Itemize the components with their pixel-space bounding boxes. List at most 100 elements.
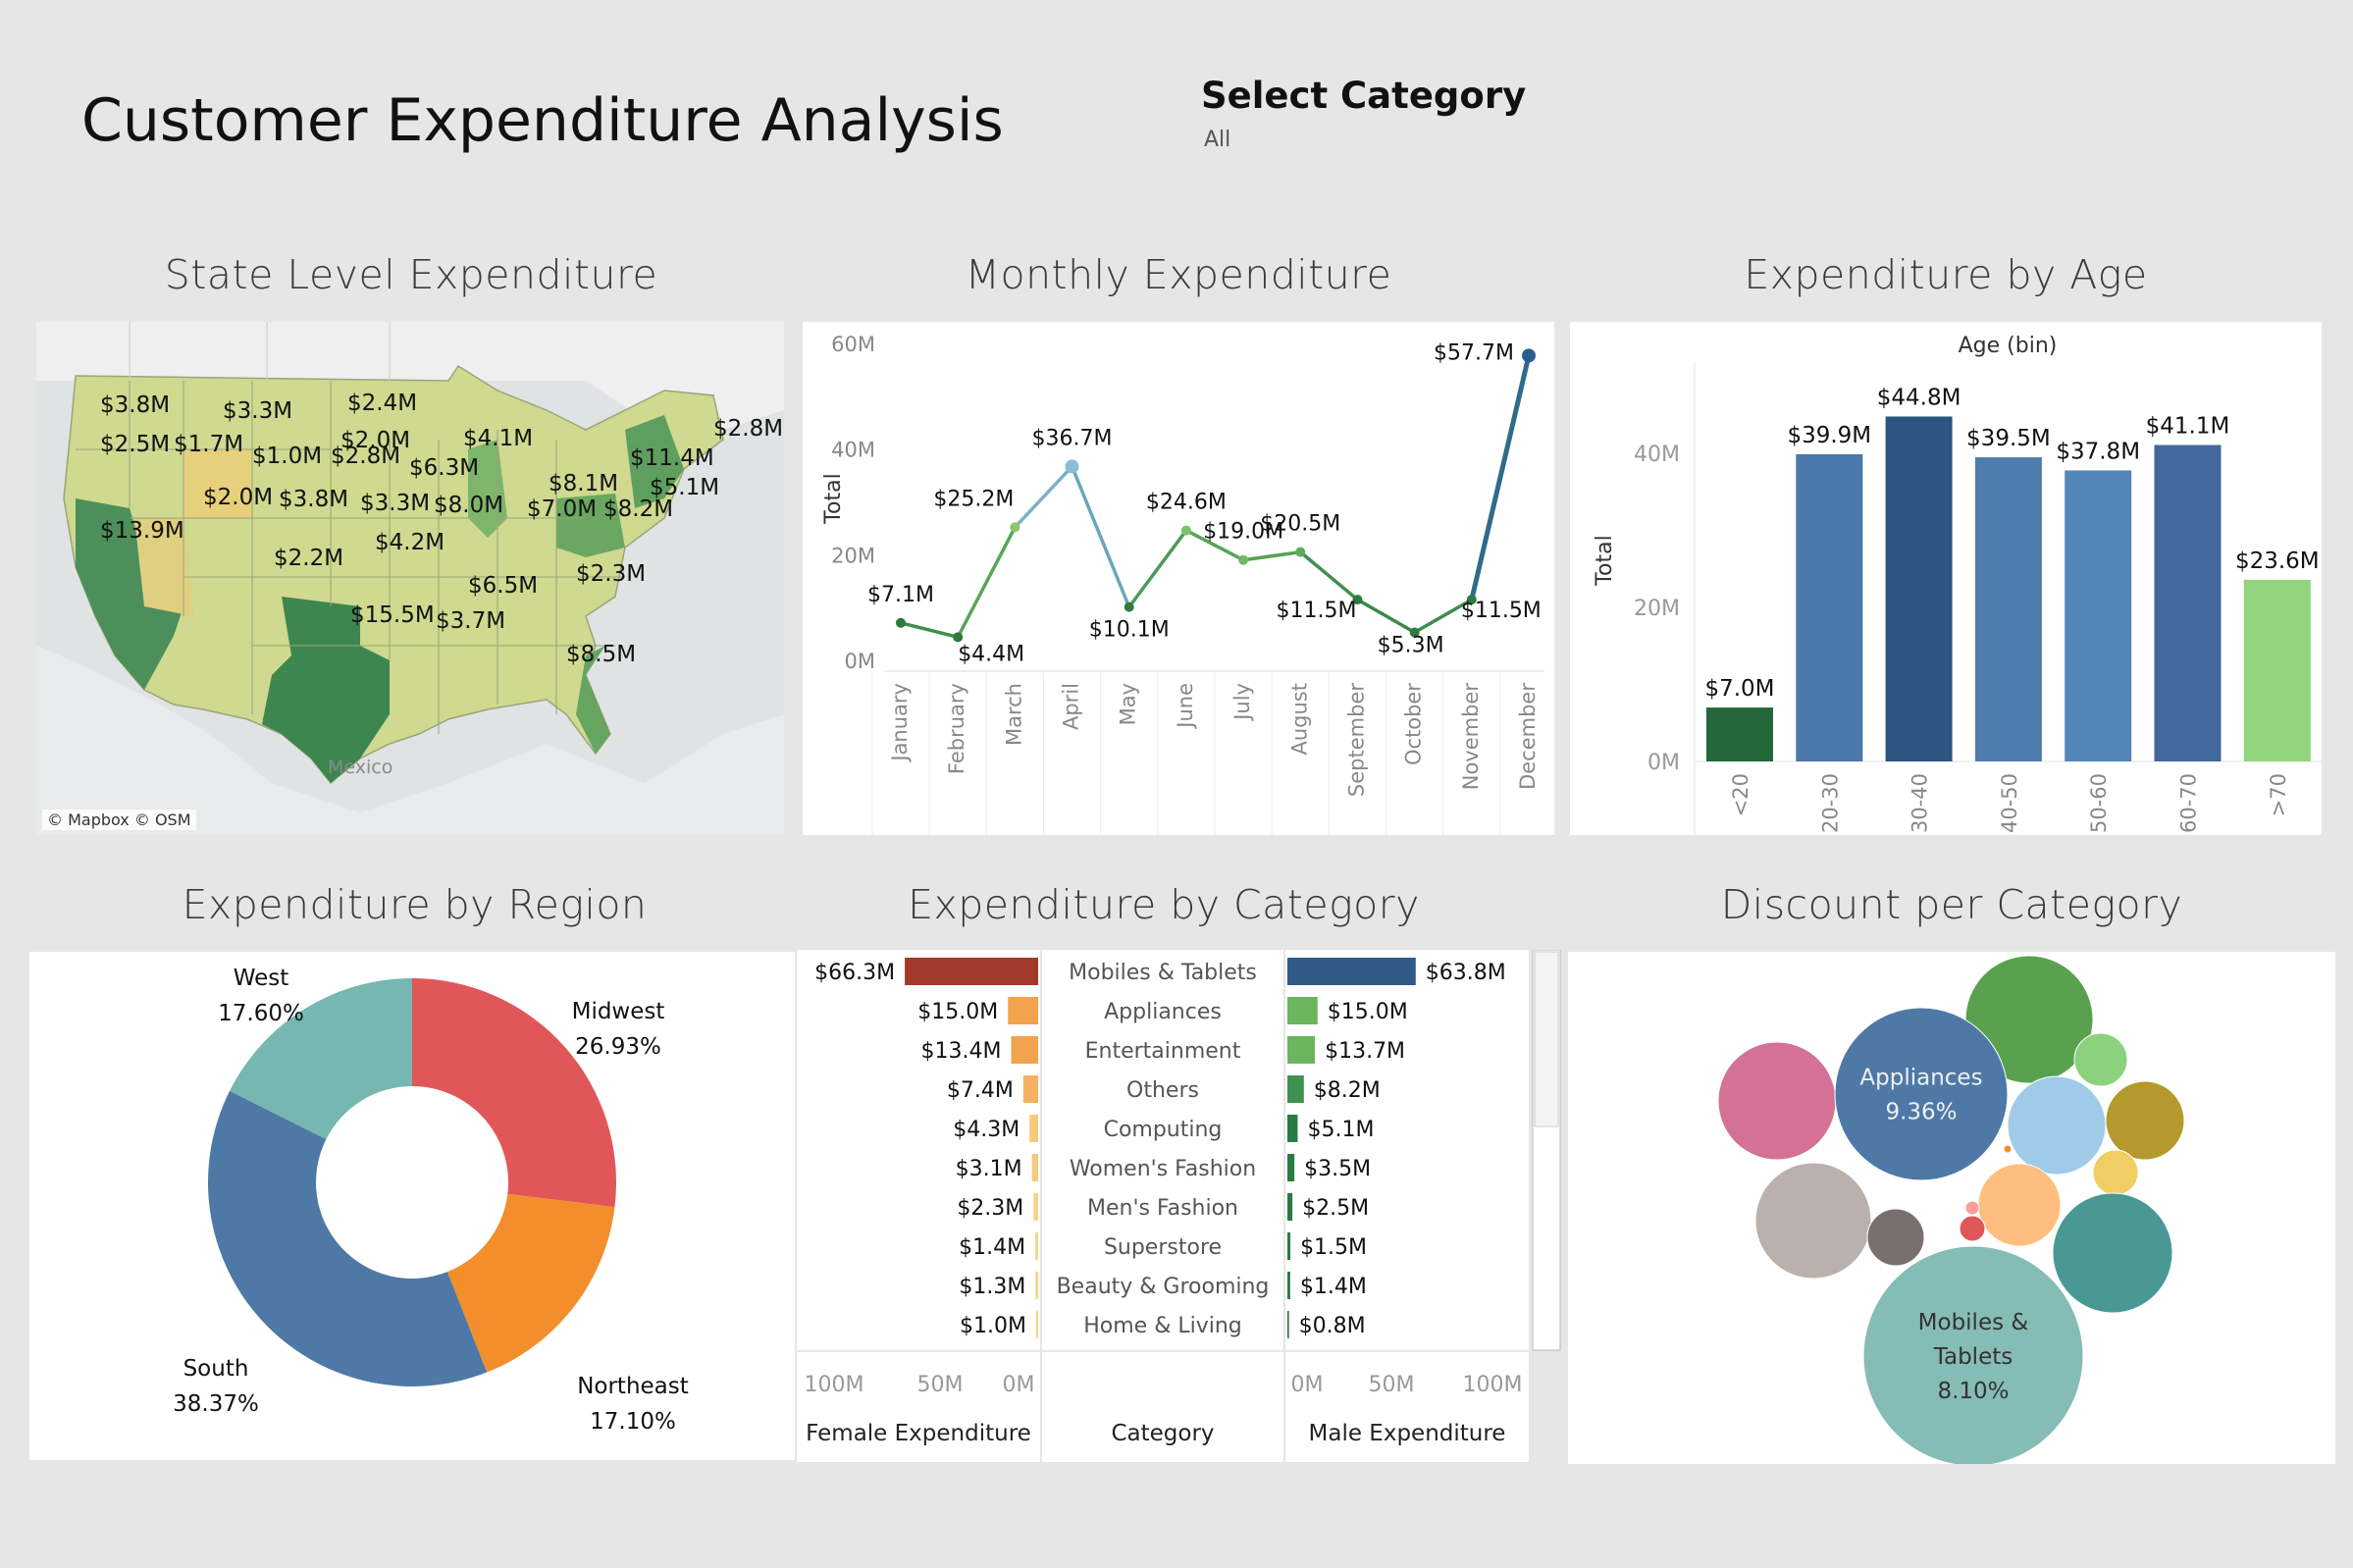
region-slice[interactable] xyxy=(446,1193,615,1373)
male-bar[interactable] xyxy=(1287,958,1416,985)
age-bar[interactable] xyxy=(2065,470,2132,761)
age-bar-chart[interactable]: Age (bin) 0M 20M 40M Total $7.0M <20 $39.9M 20-3… xyxy=(1570,322,2322,835)
category-label[interactable]: Mobiles & Tablets xyxy=(1069,961,1257,985)
discount-bubble[interactable] xyxy=(1959,1215,1986,1242)
male-bar[interactable] xyxy=(1287,997,1318,1024)
x-tick-label: August xyxy=(1287,683,1311,756)
y-axis-title: Total xyxy=(821,473,846,524)
y-tick-label: 20M xyxy=(1634,597,1680,621)
state-value-label: $8.2M xyxy=(603,497,674,522)
female-bar[interactable] xyxy=(1031,1154,1038,1181)
x-tick-label: >70 xyxy=(2267,773,2290,816)
female-bar[interactable] xyxy=(1035,1232,1038,1260)
category-axis-title: Category xyxy=(1111,1421,1214,1446)
discount-bubble[interactable] xyxy=(1977,1163,2062,1247)
line-point[interactable] xyxy=(1124,601,1134,612)
x-tick-label: 0M xyxy=(1003,1373,1035,1397)
line-segment xyxy=(1070,465,1131,608)
line-point[interactable] xyxy=(1522,348,1536,363)
discount-bubble[interactable] xyxy=(2073,1032,2128,1087)
male-bar[interactable] xyxy=(1287,1311,1289,1338)
female-bar[interactable] xyxy=(1022,1075,1038,1103)
age-bar[interactable] xyxy=(1885,416,1953,761)
category-filter-dropdown[interactable]: All xyxy=(1204,128,1231,152)
state-value-label: $8.0M xyxy=(434,493,504,518)
line-point[interactable] xyxy=(1180,525,1191,536)
discount-bubble[interactable] xyxy=(1754,1162,1872,1280)
male-bar[interactable] xyxy=(1287,1115,1298,1142)
region-slice[interactable] xyxy=(412,978,617,1208)
discount-bubble[interactable] xyxy=(2003,1144,2013,1154)
male-bar[interactable] xyxy=(1287,1193,1293,1221)
line-point[interactable] xyxy=(953,632,964,643)
female-bar[interactable] xyxy=(1011,1036,1038,1064)
female-bar[interactable] xyxy=(1029,1115,1038,1142)
age-bar[interactable] xyxy=(1974,457,2042,761)
discount-bubble[interactable] xyxy=(1717,1041,1837,1161)
category-label[interactable]: Superstore xyxy=(1104,1235,1222,1260)
male-bar[interactable] xyxy=(1287,1154,1295,1181)
category-label[interactable]: Home & Living xyxy=(1083,1314,1242,1338)
discount-bubble[interactable] xyxy=(2092,1149,2139,1196)
data-label: $39.9M xyxy=(1787,423,1871,448)
monthly-line-chart[interactable]: 0M 20M 40M 60M Total $7.1M January $4.4M Februar… xyxy=(803,322,1558,835)
female-value-label: $4.3M xyxy=(953,1118,1020,1142)
category-label[interactable]: Beauty & Grooming xyxy=(1057,1275,1270,1299)
us-state-map[interactable] xyxy=(36,322,784,835)
male-bar[interactable] xyxy=(1287,1075,1304,1103)
discount-bubble[interactable] xyxy=(1866,1208,1925,1267)
category-label[interactable]: Others xyxy=(1126,1078,1199,1103)
female-bar[interactable] xyxy=(1035,1272,1038,1299)
age-bar[interactable] xyxy=(1796,453,1863,761)
region-percent-label: 26.93% xyxy=(575,1034,661,1060)
line-point[interactable] xyxy=(1295,547,1306,557)
female-value-label: $7.4M xyxy=(947,1078,1014,1103)
map-attribution[interactable]: © Mapbox © OSM xyxy=(42,810,196,830)
line-point[interactable] xyxy=(1238,554,1249,565)
state-map-panel[interactable]: $3.8M $3.3M $2.4M $2.8M $2.5M $1.7M $1.0M $2.0M… xyxy=(36,322,784,835)
y-axis-title: Total xyxy=(1593,535,1617,586)
data-label: $5.3M xyxy=(1378,633,1444,657)
state-value-label: $15.5M xyxy=(350,602,435,628)
discount-bubble[interactable] xyxy=(1834,1007,2009,1181)
female-bar[interactable] xyxy=(1033,1193,1038,1221)
line-point[interactable] xyxy=(1010,522,1020,533)
line-point[interactable] xyxy=(1352,595,1363,605)
region-donut-chart[interactable]: Midwest 26.93% Northeast 17.10% South 38.37% W… xyxy=(29,952,795,1460)
line-point[interactable] xyxy=(1065,459,1079,474)
male-bar[interactable] xyxy=(1287,1036,1316,1064)
female-value-label: $1.4M xyxy=(959,1235,1025,1260)
age-bar[interactable] xyxy=(1706,707,1773,761)
y-tick-label: 60M xyxy=(831,333,875,356)
x-tick-label: 50M xyxy=(1369,1373,1415,1397)
mexico-label: Mexico xyxy=(328,757,393,778)
male-bar[interactable] xyxy=(1287,1232,1291,1260)
category-label[interactable]: Men's Fashion xyxy=(1087,1196,1238,1221)
x-tick-label: October xyxy=(1402,683,1426,765)
category-label[interactable]: Entertainment xyxy=(1085,1039,1241,1064)
discount-bubble[interactable] xyxy=(2007,1075,2107,1176)
category-label[interactable]: Computing xyxy=(1104,1118,1223,1142)
discount-bubble-chart[interactable]: Appliances 9.36% Mobiles & Tablets 8.10% xyxy=(1568,952,2335,1467)
female-bar[interactable] xyxy=(905,958,1038,985)
age-bar[interactable] xyxy=(2243,579,2311,761)
discount-bubble[interactable] xyxy=(2105,1080,2185,1161)
scrollbar-thumb[interactable] xyxy=(1534,951,1559,1127)
category-label[interactable]: Appliances xyxy=(1104,1000,1222,1024)
data-label: $36.7M xyxy=(1032,426,1113,450)
region-slice[interactable] xyxy=(230,978,412,1140)
x-tick-label: March xyxy=(1002,683,1025,746)
female-bar[interactable] xyxy=(1035,1311,1038,1338)
region-slice[interactable] xyxy=(207,1090,488,1386)
age-bar[interactable] xyxy=(2154,444,2222,761)
line-point[interactable] xyxy=(1466,595,1477,605)
discount-bubble[interactable] xyxy=(1964,1200,1980,1216)
male-bar[interactable] xyxy=(1287,1272,1290,1299)
category-butterfly-chart[interactable]: $66.3M Mobiles & Tablets $63.8M $15.0M Appli… xyxy=(797,949,1562,1462)
line-point[interactable] xyxy=(896,617,906,628)
state-value-label: $1.0M xyxy=(252,444,323,469)
discount-bubble[interactable] xyxy=(2052,1192,2173,1314)
category-label[interactable]: Women's Fashion xyxy=(1070,1157,1256,1181)
line-point[interactable] xyxy=(1409,627,1420,638)
female-bar[interactable] xyxy=(1008,997,1038,1024)
